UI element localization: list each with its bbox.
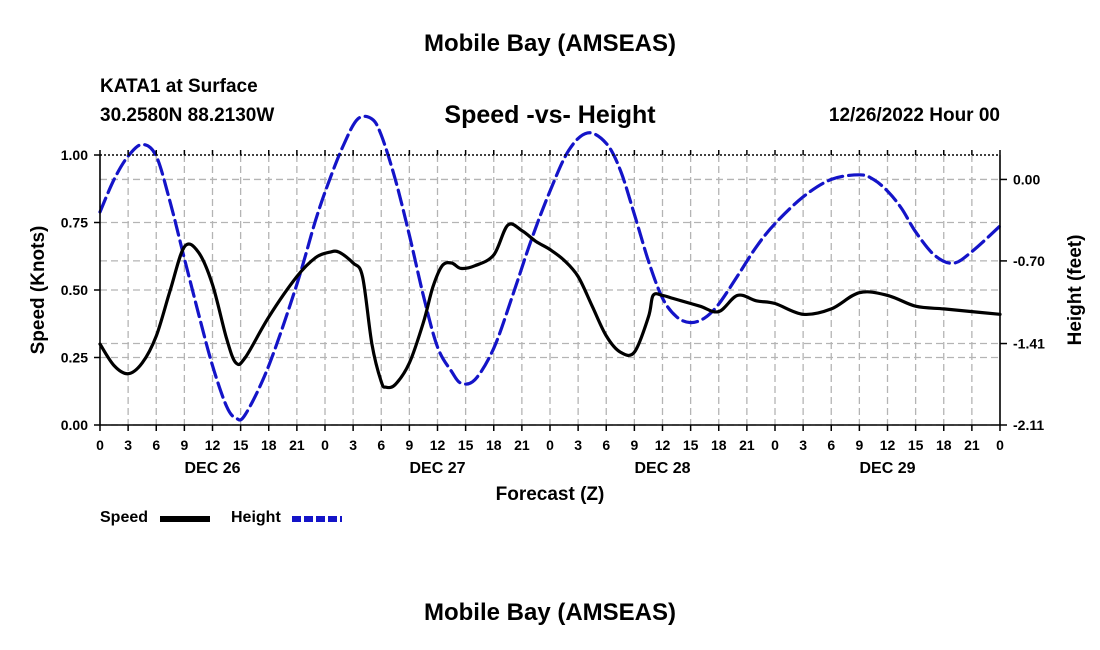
x-tick-label: 18	[936, 437, 952, 453]
axis-ticks	[94, 150, 1007, 431]
x-tick-label: 6	[152, 437, 160, 453]
top-title: Mobile Bay (AMSEAS)	[423, 30, 677, 57]
y-left-tick-label: 0.75	[61, 215, 88, 231]
x-tick-label: 6	[602, 437, 610, 453]
y-left-tick-label: 1.00	[61, 147, 88, 163]
y-right-tick-label: -2.11	[1013, 417, 1044, 433]
x-tick-label: 21	[739, 437, 755, 453]
x-tick-label: 18	[486, 437, 502, 453]
legend-speed-label: Speed	[100, 509, 149, 526]
x-tick-label: 21	[964, 437, 980, 453]
series-line-height	[98, 114, 1002, 422]
y-right-axis-title: Height (feet)	[1065, 235, 1086, 346]
y-right-tick-label: -1.41	[1013, 336, 1045, 352]
x-date-label: DEC 28	[634, 460, 690, 477]
x-tick-label: 6	[377, 437, 385, 453]
chart-title: Speed -vs- Height	[444, 101, 656, 129]
x-tick-label: 15	[233, 437, 249, 453]
x-tick-label: 15	[458, 437, 474, 453]
x-tick-label: 0	[546, 437, 554, 453]
y-left-tick-label: 0.25	[61, 350, 88, 366]
x-tick-label: 15	[683, 437, 699, 453]
x-tick-label: 12	[205, 437, 221, 453]
x-tick-label: 3	[799, 437, 807, 453]
station-name: KATA1 at Surface	[100, 76, 258, 97]
speed-height-chart: 0 3 6 9 12 15 18 21 0 3 6 9 12 15 18 21 0 3 6 9 12 15 18 21 0 3 6 9…	[28, 114, 1086, 505]
x-tick-label: 0	[996, 437, 1004, 453]
x-tick-label: 9	[180, 437, 188, 453]
y-left-axis-title: Speed (Knots)	[28, 226, 49, 355]
y-right-tick-label: 0.00	[1013, 171, 1040, 187]
forecast-run-time: 12/26/2022 Hour 00	[828, 105, 1000, 126]
y-left-tick-label: 0.50	[61, 282, 88, 298]
x-tick-label: 6	[827, 437, 835, 453]
series-line-speed	[98, 222, 1002, 390]
legend-height-label: Height	[231, 509, 281, 526]
x-tick-label: 15	[908, 437, 924, 453]
x-date-label: DEC 27	[409, 460, 465, 477]
x-tick-label: 18	[261, 437, 277, 453]
x-tick-label: 18	[711, 437, 727, 453]
station-coordinates: 30.2580N 88.2130W	[100, 105, 275, 126]
legend-height-swatch	[292, 516, 342, 522]
y-right-tick-label: -0.70	[1013, 253, 1045, 269]
legend-speed-swatch	[160, 516, 210, 522]
x-tick-label: 3	[124, 437, 132, 453]
grid-lines	[100, 155, 1000, 426]
x-date-label: DEC 26	[184, 460, 240, 477]
x-tick-label: 9	[405, 437, 413, 453]
x-tick-label: 12	[655, 437, 671, 453]
x-tick-label: 12	[880, 437, 896, 453]
x-tick-label: 21	[514, 437, 530, 453]
x-tick-label: 21	[289, 437, 305, 453]
axis-labels: 0 3 6 9 12 15 18 21 0 3 6 9 12 15 18 21 0 3 6 9 12 15 18 21 0 3 6 9…	[28, 147, 1086, 505]
x-tick-label: 0	[96, 437, 104, 453]
series-lines	[98, 114, 1002, 422]
x-tick-label: 0	[771, 437, 779, 453]
x-tick-label: 0	[321, 437, 329, 453]
y-left-tick-label: 0.00	[61, 417, 88, 433]
x-tick-label: 9	[855, 437, 863, 453]
x-tick-label: 12	[430, 437, 446, 453]
x-tick-label: 3	[349, 437, 357, 453]
x-axis-title: Forecast (Z)	[496, 484, 605, 505]
bottom-title: Mobile Bay (AMSEAS)	[423, 599, 677, 626]
x-date-label: DEC 29	[859, 460, 915, 477]
x-tick-label: 3	[574, 437, 582, 453]
x-tick-label: 9	[630, 437, 638, 453]
